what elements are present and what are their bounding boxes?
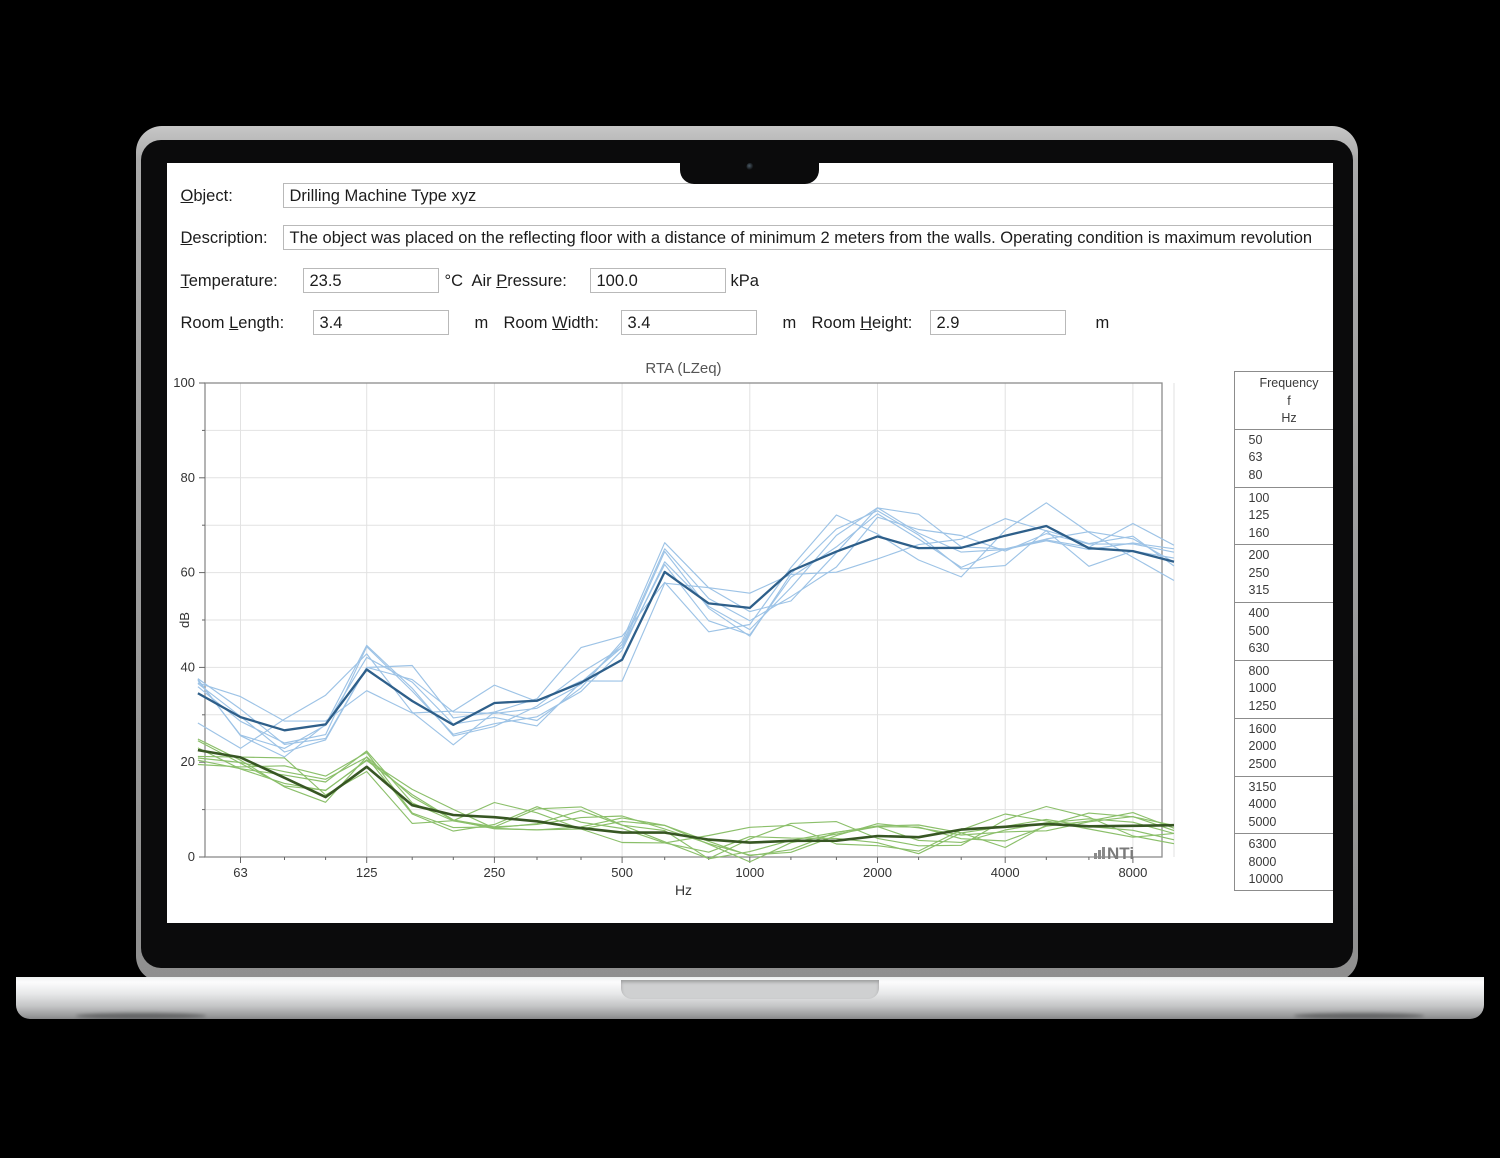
- svg-text:0: 0: [187, 849, 194, 864]
- svg-text:60: 60: [180, 565, 194, 580]
- svg-text:63: 63: [233, 865, 247, 880]
- svg-text:dB: dB: [177, 612, 192, 628]
- svg-text:RTA (LZeq): RTA (LZeq): [645, 360, 721, 377]
- svg-text:125: 125: [355, 865, 377, 880]
- svg-text:4000: 4000: [990, 865, 1019, 880]
- svg-text:Hz: Hz: [674, 882, 691, 898]
- svg-text:500: 500: [611, 865, 633, 880]
- svg-text:80: 80: [180, 470, 194, 485]
- svg-text:NTi: NTi: [1107, 844, 1134, 863]
- svg-text:100: 100: [173, 375, 195, 390]
- svg-text:2000: 2000: [863, 865, 892, 880]
- svg-text:8000: 8000: [1118, 865, 1147, 880]
- svg-text:20: 20: [180, 754, 194, 769]
- svg-text:40: 40: [180, 659, 194, 674]
- svg-text:1000: 1000: [735, 865, 764, 880]
- svg-text:250: 250: [483, 865, 505, 880]
